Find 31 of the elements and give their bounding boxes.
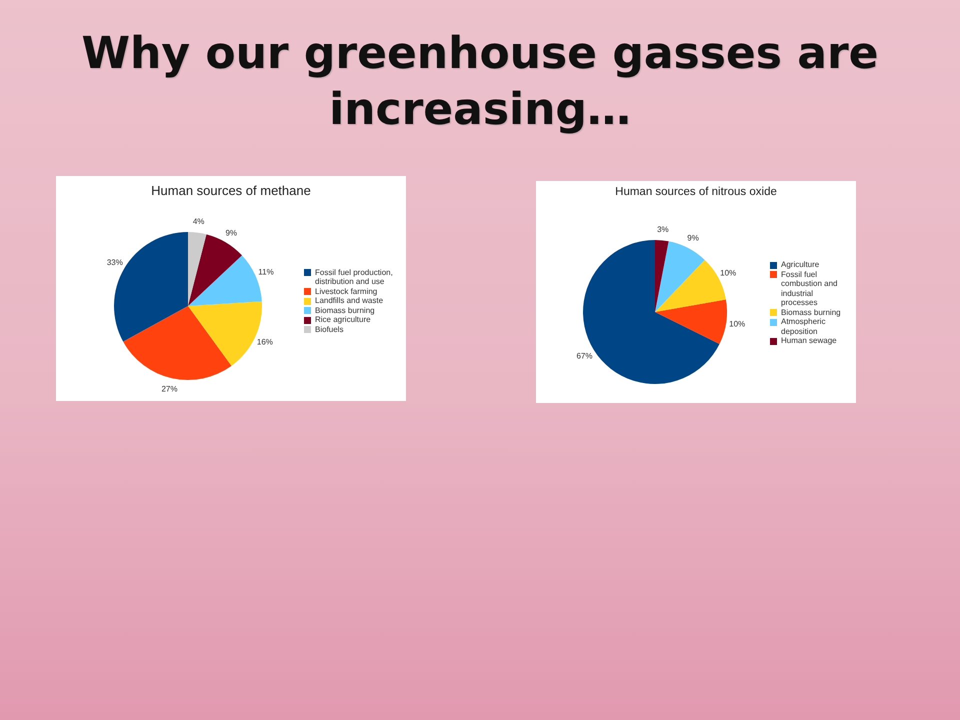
data-label: 16% <box>256 338 273 347</box>
pie-slice <box>655 241 705 312</box>
data-label: 10% <box>729 319 746 328</box>
legend-label: Landfills and waste <box>315 296 384 306</box>
data-label: 4% <box>192 217 204 226</box>
text: Why our greenhouse gasses are increasing… <box>80 27 880 137</box>
data-label: 9% <box>687 234 699 243</box>
pie-slice <box>655 299 727 344</box>
data-label: 9% <box>225 228 238 238</box>
pie-slice <box>655 240 669 312</box>
data-label: 3% <box>657 224 669 234</box>
legend-label: Fossil fuel combustion and industrial processes <box>781 270 838 308</box>
legend-label: Fossil fuel production, distribution and use <box>315 268 394 287</box>
pie-slice <box>188 232 206 306</box>
legend-label: Biomass burning <box>315 306 376 316</box>
chart-title: Human sources of methane <box>150 183 312 198</box>
chart-title: Human sources of nitrous oxide <box>614 186 778 198</box>
legend-label: Atmospheric deposition <box>781 317 826 336</box>
data-label: 33% <box>106 258 123 268</box>
legend-label: Livestock farming <box>315 286 378 296</box>
legend-label: Agriculture <box>781 260 820 270</box>
legend-label: Biomass burning <box>781 308 842 318</box>
data-label: 27% <box>161 384 178 394</box>
legend-label: Human sewage <box>781 336 838 346</box>
data-label: 67% <box>576 351 592 360</box>
legend-label: Rice agriculture <box>315 315 372 325</box>
data-label: 11% <box>258 268 274 277</box>
data-label: 10% <box>720 268 736 278</box>
pie-slice <box>123 306 232 380</box>
pie-slice <box>188 234 242 306</box>
legend-label: Biofuels <box>315 324 344 334</box>
